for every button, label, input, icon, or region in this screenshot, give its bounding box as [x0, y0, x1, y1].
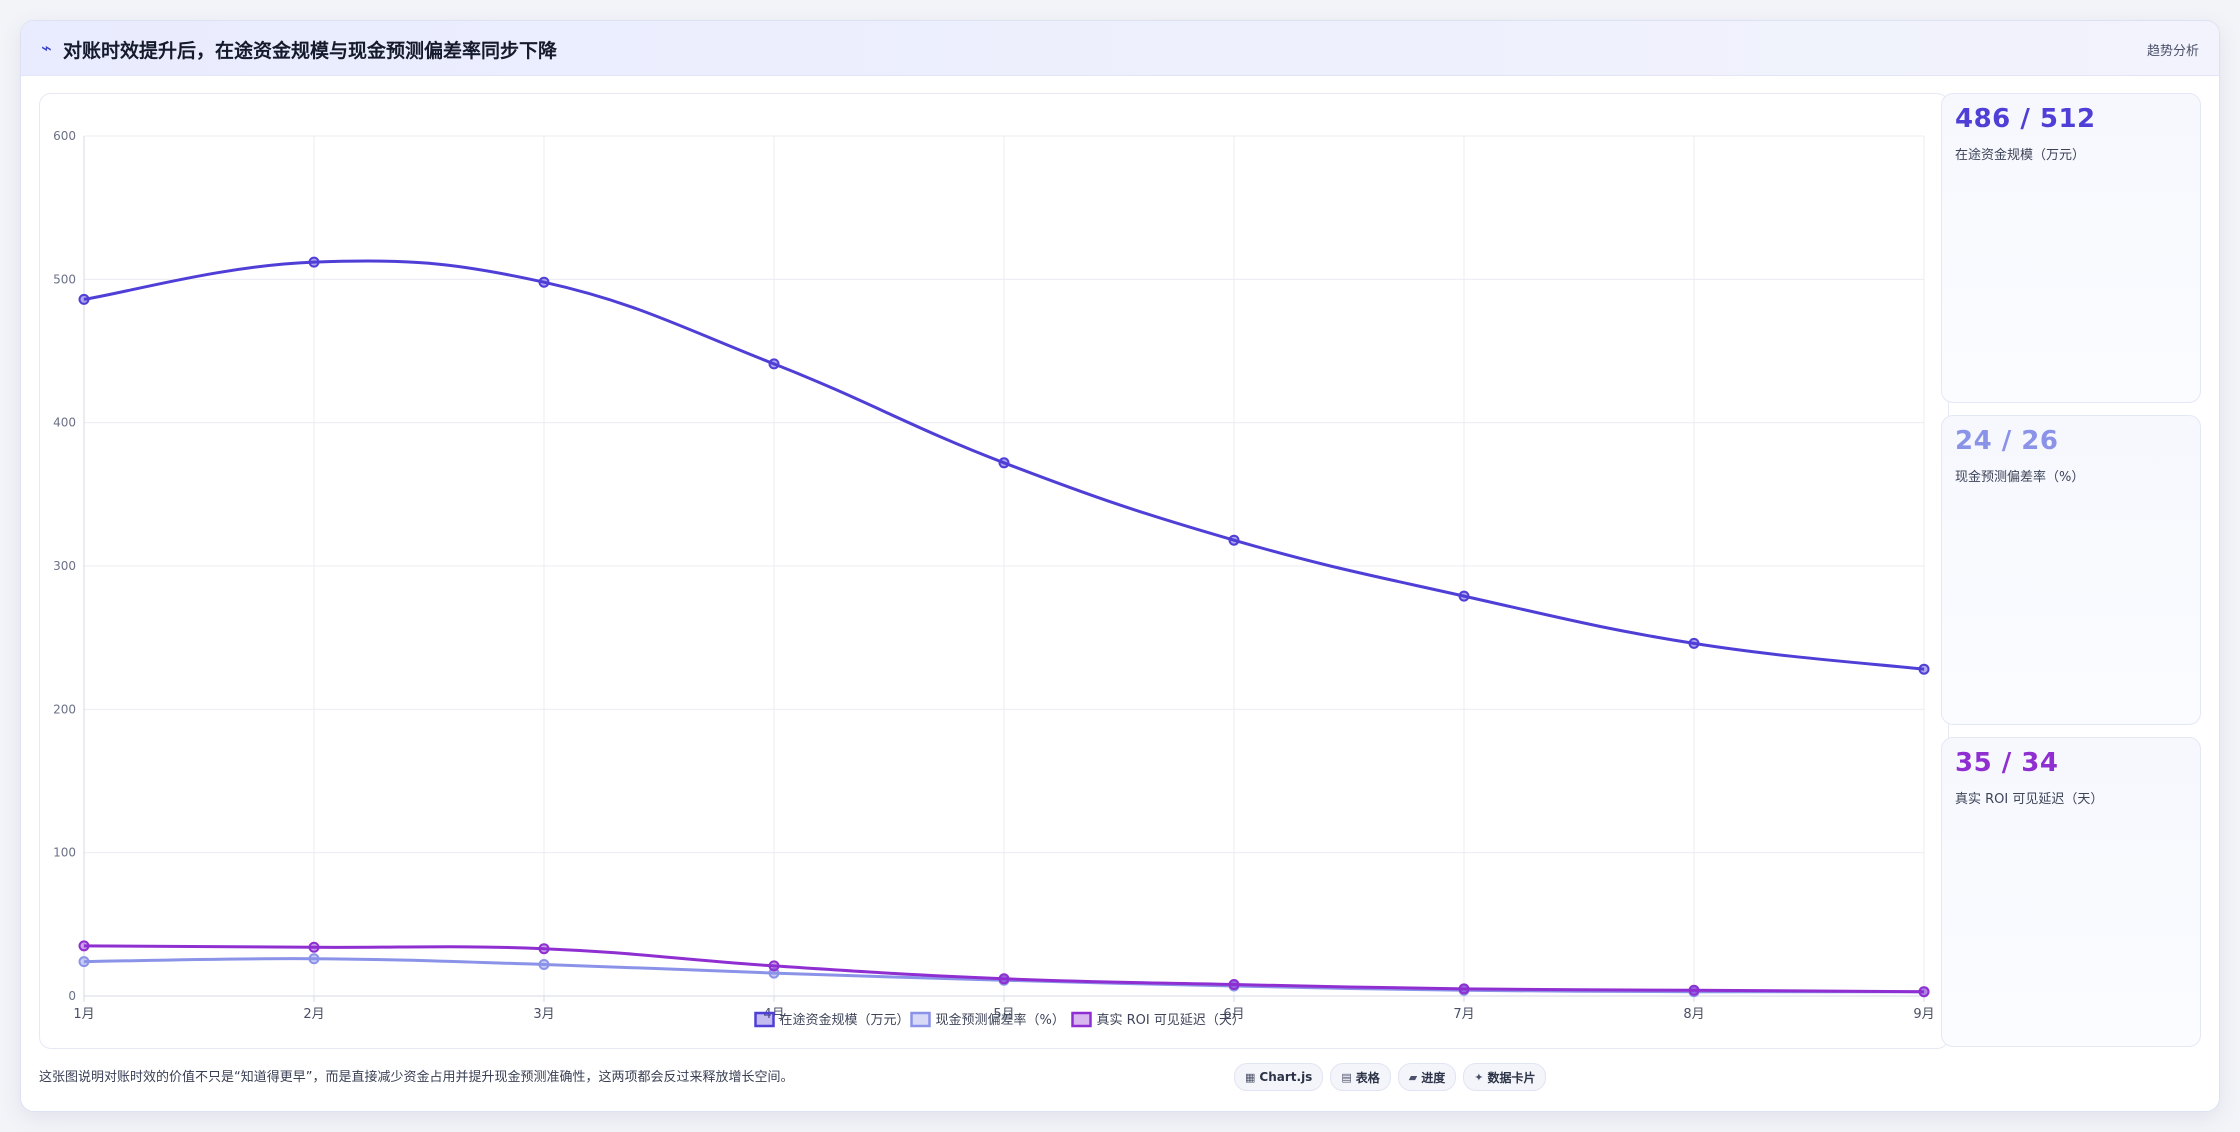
data-point — [1918, 986, 1930, 998]
y-tick-label: 300 — [53, 559, 76, 573]
table-icon: ▤ — [1341, 1070, 1352, 1084]
data-point — [78, 956, 90, 968]
data-point — [768, 358, 780, 370]
kpi-label: 现金预测偏差率（%） — [1955, 470, 2085, 485]
data-point — [1228, 979, 1240, 991]
chip-table[interactable]: ▤ 表格 — [1330, 1063, 1391, 1091]
analysis-tag: 趋势分析 — [2146, 44, 2199, 59]
chip-label: 进度 — [1421, 1070, 1446, 1085]
x-tick-label: 9月 — [1913, 1007, 1934, 1022]
kpi-card-forecast-deviation: 24 / 26 现金预测偏差率（%） — [1941, 415, 2201, 725]
y-tick-label: 600 — [53, 129, 76, 143]
legend-swatch — [754, 1011, 775, 1028]
y-tick-label: 0 — [68, 989, 76, 1003]
kpi-label: 真实 ROI 可见延迟（天） — [1955, 792, 2104, 807]
page-title: 对账时效提升后，在途资金规模与现金预测偏差率同步下降 — [63, 40, 558, 62]
chip-data-card[interactable]: ✦ 数据卡片 — [1463, 1063, 1547, 1091]
kpi-value: 486 / 512 — [1955, 104, 2096, 134]
legend-label: 在途资金规模（万元） — [780, 1012, 910, 1028]
chip-progress[interactable]: ▰ 进度 — [1397, 1063, 1457, 1091]
chip-chartjs[interactable]: ▦ Chart.js — [1234, 1063, 1324, 1091]
data-point — [1458, 590, 1470, 602]
data-point — [998, 973, 1010, 985]
data-point — [538, 958, 550, 970]
series-line-3 — [83, 944, 1925, 994]
y-tick-label: 400 — [53, 416, 76, 430]
chip-label: Chart.js — [1259, 1070, 1313, 1084]
data-point — [1918, 663, 1930, 675]
data-point — [308, 256, 320, 268]
chip-row: ▦ Chart.js ▤ 表格 ▰ 进度 ✦ 数据卡片 — [1234, 1063, 1547, 1091]
y-tick-label: 500 — [53, 272, 76, 286]
progress-icon: ▰ — [1408, 1070, 1418, 1084]
legend-label: 真实 ROI 可见延迟（天） — [1097, 1013, 1245, 1028]
series-line-1 — [83, 259, 1925, 671]
legend-swatch — [1071, 1011, 1092, 1028]
x-tick-label: 1月 — [73, 1007, 94, 1022]
dashboard-card: ⌁ 对账时效提升后，在途资金规模与现金预测偏差率同步下降 趋势分析 0 100 20… — [20, 20, 2220, 1112]
data-point — [1458, 983, 1470, 995]
chart-panel: 0 100 200 300 400 500 600 1月 2月 3月 4月 5月 6月 7月 8月 9月 在途资… — [39, 93, 1949, 1049]
data-point — [1688, 637, 1700, 649]
data-point — [768, 960, 780, 972]
data-point — [998, 457, 1010, 469]
trend-line-icon: ⌁ — [41, 38, 52, 59]
chip-label: 表格 — [1355, 1070, 1380, 1085]
x-tick-label: 7月 — [1453, 1007, 1474, 1022]
kpi-card-roi-delay: 35 / 34 真实 ROI 可见延迟（天） — [1941, 737, 2201, 1047]
x-tick-label: 3月 — [533, 1007, 554, 1022]
chart-icon: ▦ — [1245, 1070, 1256, 1084]
kpi-value: 24 / 26 — [1955, 426, 2059, 456]
x-tick-label: 8月 — [1683, 1007, 1704, 1022]
data-card-icon: ✦ — [1474, 1070, 1484, 1084]
x-tick-label: 2月 — [303, 1007, 324, 1022]
data-point — [78, 940, 90, 952]
legend-swatch — [910, 1011, 931, 1028]
x-tick-label: 6月 — [1223, 1007, 1244, 1022]
data-point — [538, 943, 550, 955]
y-tick-label: 200 — [53, 702, 76, 716]
data-point — [308, 941, 320, 953]
chip-label: 数据卡片 — [1487, 1070, 1536, 1085]
data-point — [1228, 534, 1240, 546]
data-point — [1688, 984, 1700, 996]
data-point — [308, 953, 320, 965]
card-header: ⌁ 对账时效提升后，在途资金规模与现金预测偏差率同步下降 趋势分析 — [21, 21, 2219, 76]
kpi-value: 35 / 34 — [1955, 748, 2059, 778]
x-tick-label: 5月 — [993, 1007, 1014, 1022]
data-point — [78, 293, 90, 305]
kpi-label: 在途资金规模（万元） — [1955, 148, 2086, 163]
legend-label: 现金预测偏差率（%） — [936, 1012, 1065, 1028]
data-point — [538, 276, 550, 288]
kpi-card-in-transit-funds: 486 / 512 在途资金规模（万元） — [1941, 93, 2201, 403]
y-tick-label: 100 — [53, 846, 76, 860]
footer-note: 这张图说明对账时效的价值不只是“知道得更早”，而是直接减少资金占用并提升现金预测… — [39, 1070, 794, 1085]
